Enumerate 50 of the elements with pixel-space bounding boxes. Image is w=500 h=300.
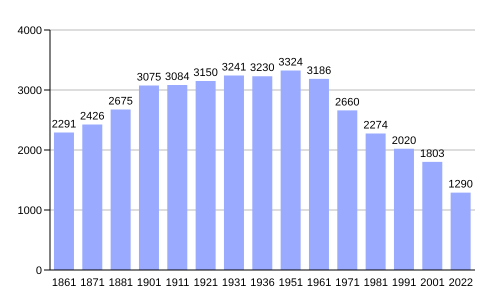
bar: [196, 81, 216, 270]
bar: [422, 162, 442, 270]
y-tick-label: 2000: [18, 144, 42, 157]
x-tick-label: 1901: [136, 276, 162, 289]
data-label: 3150: [193, 67, 218, 79]
x-tick-label: 1951: [278, 276, 304, 289]
data-label: 2274: [363, 120, 388, 132]
data-label: 3186: [306, 64, 332, 77]
data-label: 2675: [108, 96, 133, 108]
x-tick-label: 1931: [222, 276, 246, 289]
data-label: 1290: [448, 178, 473, 191]
data-label: 2660: [335, 96, 360, 108]
bar: [82, 124, 102, 270]
x-tick-label: 1936: [250, 276, 275, 289]
bar: [337, 110, 358, 270]
bar: [138, 86, 159, 270]
x-tick-label: 1881: [108, 276, 134, 289]
data-label: 3241: [222, 62, 246, 74]
y-tick-label: 1000: [18, 204, 42, 217]
x-tick-label: 2022: [448, 276, 474, 289]
data-label: 1803: [420, 148, 445, 160]
x-tick-label: 1961: [306, 276, 332, 289]
bar: [280, 70, 301, 270]
y-tick-label: 0: [36, 264, 42, 277]
x-tick-label: 2001: [420, 276, 445, 289]
bar: [366, 134, 386, 270]
data-label: 2020: [392, 134, 416, 147]
y-tick-label: 4000: [18, 24, 42, 37]
bar: [394, 148, 414, 270]
x-tick-label: 1861: [52, 276, 76, 289]
bar: [450, 192, 471, 270]
data-label: 3324: [278, 56, 303, 69]
data-label: 3075: [136, 72, 162, 84]
data-label: 2426: [80, 110, 105, 122]
x-tick-label: 1911: [166, 276, 190, 289]
bar: [54, 132, 74, 270]
x-tick-label: 1921: [194, 276, 218, 289]
x-tick-label: 1871: [80, 276, 105, 289]
x-tick-label: 1991: [392, 276, 416, 289]
x-tick-label: 1971: [335, 276, 360, 289]
y-tick-label: 3000: [18, 84, 42, 97]
data-label: 3230: [250, 62, 275, 74]
bar: [110, 110, 131, 270]
bar: [252, 76, 272, 270]
x-tick-label: 1981: [364, 276, 388, 289]
data-label: 2291: [52, 118, 76, 131]
bar: [308, 78, 329, 270]
data-label: 3084: [165, 70, 190, 83]
bar: [224, 76, 244, 270]
bar: [167, 84, 188, 270]
